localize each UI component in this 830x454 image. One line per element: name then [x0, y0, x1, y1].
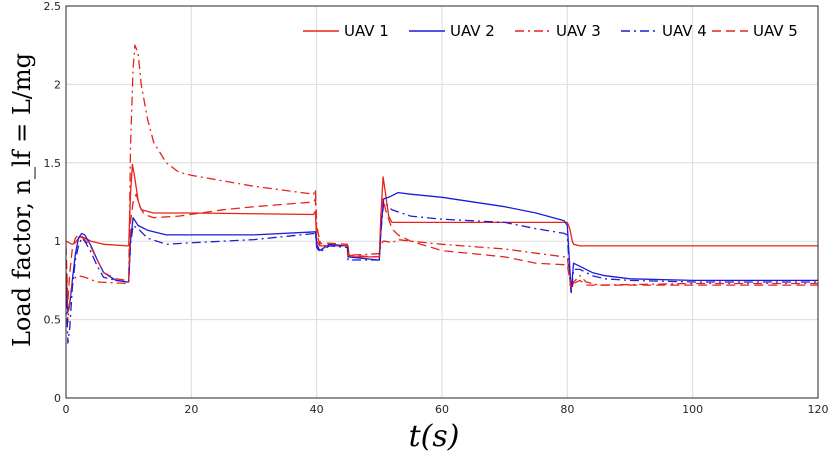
series-line-uav-2 [66, 191, 818, 313]
legend-label: UAV 4 [662, 22, 707, 40]
series-line-uav-3 [66, 44, 818, 324]
legend-label: UAV 5 [753, 22, 798, 40]
y-tick-label: 1.5 [44, 157, 62, 170]
x-tick-label: 60 [435, 403, 449, 416]
x-tick-labels: 0 20 40 60 80 100 120 [63, 403, 829, 416]
x-tick-label: 40 [310, 403, 324, 416]
y-tick-label: 2.5 [44, 0, 62, 13]
legend-label: UAV 2 [450, 22, 495, 40]
x-axis-title: t(s) [409, 419, 460, 454]
y-tick-labels: 0 0.5 1 1.5 2 2.5 [44, 0, 62, 405]
x-tick-label: 80 [560, 403, 574, 416]
y-tick-label: 1 [54, 235, 61, 248]
y-axis-title: Load factor, n_lf = L/mg [8, 53, 36, 347]
x-tick-label: 0 [63, 403, 70, 416]
y-tick-label: 0 [54, 392, 61, 405]
legend-label: UAV 1 [344, 22, 389, 40]
x-tick-label: 20 [184, 403, 198, 416]
y-tick-label: 2 [54, 78, 61, 91]
x-tick-label: 100 [682, 403, 703, 416]
x-tick-label: 120 [808, 403, 829, 416]
series-lines [66, 44, 818, 344]
series-line-uav-5 [66, 193, 818, 302]
legend: UAV 1 UAV 2 UAV 3 UAV 4 UAV 5 [303, 22, 798, 40]
legend-label: UAV 3 [556, 22, 601, 40]
y-tick-label: 0.5 [44, 314, 62, 327]
plot-frame [65, 5, 819, 399]
